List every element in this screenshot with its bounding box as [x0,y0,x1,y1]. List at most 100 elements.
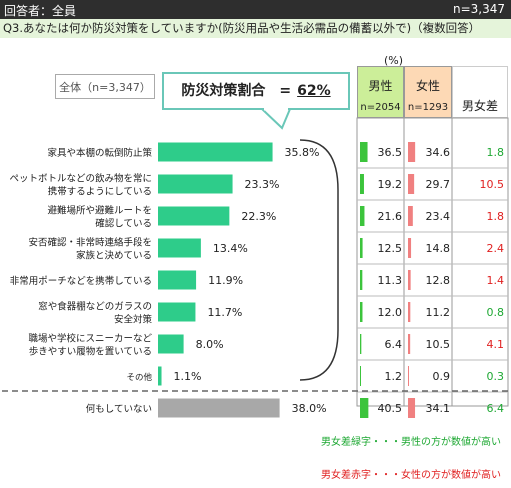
category-label: その他 [126,372,152,383]
female-value: 34.1 [426,402,451,415]
callout-pointer [259,108,292,130]
category-label: 携帯するようにしている [48,186,152,198]
male-header-label: 男性 [368,79,393,93]
value-label: 35.8% [285,146,320,159]
male-bar [360,398,369,418]
value-bar [158,270,197,290]
category-label: 歩きやすい履物を置いている [29,346,152,358]
female-bar [408,302,411,322]
group-bracket [299,139,339,381]
female-value: 23.4 [426,210,451,223]
diff-header: 男女差 [452,66,508,118]
value-bar [158,302,196,322]
category-label: ペットボトルなどの飲み物を常に [9,173,152,185]
value-bar [158,334,184,354]
category-label: 安否確認・非常時連絡手段を [28,237,152,249]
female-value: 12.8 [426,274,451,287]
category-label: 家具や本棚の転倒防止策 [47,147,152,159]
female-value: 14.8 [426,242,451,255]
diff-value: 0.3 [487,370,505,383]
male-value: 19.2 [378,178,403,191]
diff-value: 1.4 [487,274,505,287]
callout-value: 62% [297,83,331,99]
male-bar [360,366,361,386]
male-bar [360,302,363,322]
male-value: 40.5 [378,402,403,415]
male-value: 11.3 [378,274,403,287]
male-header-n: n=2054 [360,102,401,113]
female-bar [408,334,411,354]
male-value: 36.5 [378,146,403,159]
diff-value: 1.8 [487,146,505,159]
male-value: 6.4 [385,338,403,351]
legend-note-red: 男女差赤字・・・女性の方が数値が高い [321,470,501,481]
value-bar [158,366,162,386]
value-bar [158,142,273,162]
value-bar [158,206,230,226]
female-value: 34.6 [426,146,451,159]
male-value: 12.5 [378,242,403,255]
value-bar [158,238,201,258]
female-bar [408,270,411,290]
value-bar [158,174,233,194]
category-label: 確認している [95,218,152,230]
female-header-label: 女性 [415,79,440,93]
female-header: 女性 n=1293 [404,66,452,118]
category-label: 家族と決めている [76,250,152,262]
female-bar [408,142,416,162]
female-bar [408,366,409,386]
male-bar [360,142,368,162]
male-value: 12.0 [378,306,403,319]
male-bar [360,270,363,290]
diff-value: 10.5 [480,178,505,191]
diff-value: 2.4 [487,242,505,255]
category-label: 職場や学校にスニーカーなど [28,333,152,345]
male-bar [360,206,365,226]
category-label: 非常用ポーチなどを携帯している [10,275,152,287]
female-bar [408,174,415,194]
male-header: 男性 n=2054 [357,66,404,118]
diff-header-label: 男女差 [461,99,498,113]
category-label: 何もしていない [86,403,152,415]
male-bar [360,334,362,354]
value-label: 23.3% [245,178,280,191]
male-value: 21.6 [378,210,403,223]
male-bar [360,174,364,194]
legend-note-green: 男女差緑字・・・男性の方が数値が高い [321,437,501,448]
category-label: 避難場所や避難ルートを [47,205,152,217]
female-value: 10.5 [426,338,451,351]
male-value: 1.2 [385,370,403,383]
respondent-count: n=3,347 [452,2,505,16]
value-label: 8.0% [196,338,224,351]
diff-value: 1.8 [487,210,505,223]
male-bar [360,238,363,258]
value-label: 22.3% [241,210,276,223]
female-value: 11.2 [426,306,451,319]
diff-value: 6.4 [487,402,505,415]
value-bar [158,398,280,418]
female-bar [408,238,412,258]
diff-value: 4.1 [487,338,505,351]
callout-label: 防災対策割合 = [181,83,292,99]
respondent-header: 回答者：全員 n=3,347 [0,0,511,19]
female-value: 29.7 [426,178,451,191]
category-label: 安全対策 [114,314,153,326]
value-label: 1.1% [174,370,202,383]
respondents-label: 回答者：全員 [4,4,77,18]
unit-label: (%) [384,54,404,67]
female-header-n: n=1293 [407,102,449,113]
value-label: 13.4% [213,242,248,255]
value-label: 38.0% [292,402,327,415]
question-text: Q3.あなたは何か防災対策をしていますか(防災用品や生活必需品の備蓄以外で)（複… [0,19,511,38]
table-border [356,117,509,407]
female-bar [408,398,416,418]
female-bar [408,206,413,226]
callout-box: 防災対策割合 = 62% [162,72,350,110]
female-value: 0.9 [433,370,451,383]
value-label: 11.9% [208,274,243,287]
category-label: 窓や食器棚などのガラスの [38,301,152,313]
diff-value: 0.8 [487,306,505,319]
total-label: 全体（n=3,347） [55,74,155,99]
value-label: 11.7% [207,306,242,319]
